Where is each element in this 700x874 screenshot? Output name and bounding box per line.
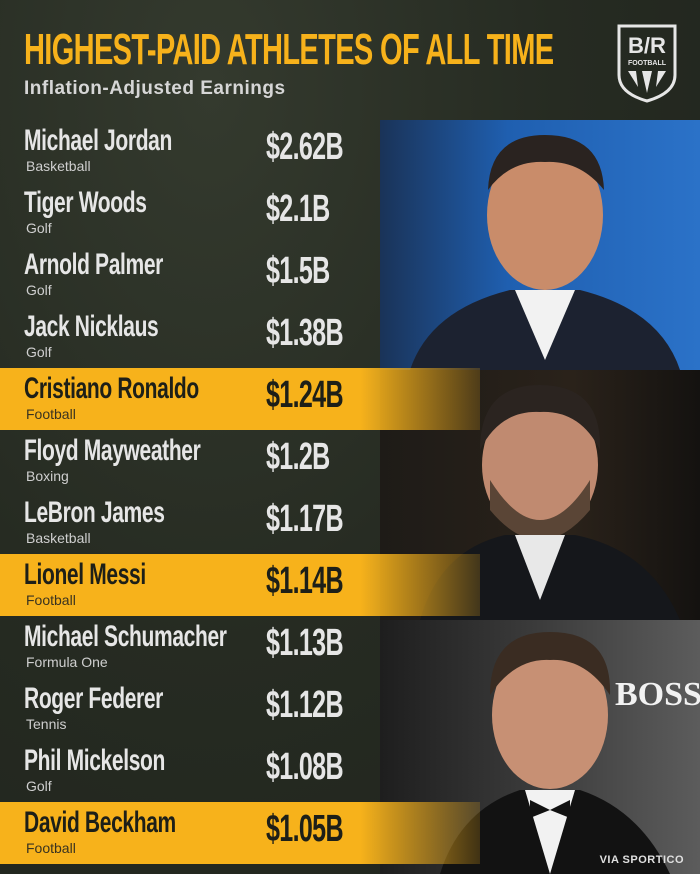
athlete-sport: Football [26, 406, 76, 422]
athlete-earnings: $1.14B [266, 560, 344, 602]
athlete-earnings: $1.2B [266, 436, 330, 478]
svg-text:B/R: B/R [628, 33, 666, 58]
photo-david-beckham: BOSS [380, 620, 700, 874]
athlete-row: Michael Jordan Basketball $2.62B [0, 120, 480, 182]
athlete-row: Phil Mickelson Golf $1.08B [0, 740, 480, 802]
athlete-name: LeBron James [24, 496, 165, 529]
athlete-name: David Beckham [24, 806, 176, 839]
athlete-name: Michael Jordan [24, 124, 172, 157]
athlete-sport: Golf [26, 778, 52, 794]
athlete-earnings: $1.17B [266, 498, 344, 540]
athlete-row-highlighted: Lionel Messi Football $1.14B [0, 554, 480, 616]
athlete-name: Floyd Mayweather [24, 434, 201, 467]
athlete-earnings: $2.1B [266, 188, 330, 230]
athlete-row: Roger Federer Tennis $1.12B [0, 678, 480, 740]
athlete-earnings: $1.24B [266, 374, 344, 416]
athlete-name: Lionel Messi [24, 558, 146, 591]
athlete-earnings: $2.62B [266, 126, 344, 168]
person-silhouette-icon [410, 135, 680, 370]
person-silhouette-icon [420, 385, 680, 620]
person-silhouette-icon: BOSS [440, 632, 700, 874]
svg-text:FOOTBALL: FOOTBALL [628, 60, 667, 67]
athlete-sport: Golf [26, 282, 52, 298]
athlete-row: Arnold Palmer Golf $1.5B [0, 244, 480, 306]
athlete-earnings: $1.5B [266, 250, 330, 292]
source-credit: VIA SPORTICO [599, 854, 684, 866]
athlete-sport: Football [26, 592, 76, 608]
athlete-sport: Basketball [26, 530, 91, 546]
athlete-row: Michael Schumacher Formula One $1.13B [0, 616, 480, 678]
photo-cristiano-ronaldo [380, 120, 700, 370]
athlete-row: Tiger Woods Golf $2.1B [0, 182, 480, 244]
athlete-sport: Football [26, 840, 76, 856]
athlete-row-highlighted: Cristiano Ronaldo Football $1.24B [0, 368, 480, 430]
athlete-name: Phil Mickelson [24, 744, 165, 777]
athlete-sport: Formula One [26, 654, 108, 670]
athlete-row: LeBron James Basketball $1.17B [0, 492, 480, 554]
br-football-logo-icon: B/R FOOTBALL [617, 24, 677, 103]
athlete-row-highlighted: David Beckham Football $1.05B [0, 802, 480, 864]
athlete-name: Arnold Palmer [24, 248, 163, 281]
athlete-earnings: $1.13B [266, 622, 344, 664]
athlete-sport: Golf [26, 220, 52, 236]
athlete-sport: Boxing [26, 468, 69, 484]
athlete-earnings: $1.08B [266, 746, 344, 788]
athlete-list: Michael Jordan Basketball $2.62B Tiger Woo… [0, 120, 480, 864]
boss-backdrop-icon: BOSS [615, 676, 700, 713]
athlete-name: Michael Schumacher [24, 620, 227, 653]
athlete-earnings: $1.38B [266, 312, 344, 354]
athlete-earnings: $1.12B [266, 684, 344, 726]
athlete-sport: Tennis [26, 716, 67, 732]
athlete-name: Jack Nicklaus [24, 310, 159, 343]
athlete-name: Tiger Woods [24, 186, 147, 219]
athlete-sport: Basketball [26, 158, 91, 174]
athlete-row: Jack Nicklaus Golf $1.38B [0, 306, 480, 368]
athlete-name: Roger Federer [24, 682, 164, 715]
athlete-sport: Golf [26, 344, 52, 360]
page-title: HIGHEST-PAID ATHLETES OF ALL TIME [24, 25, 554, 74]
page-subtitle: Inflation-Adjusted Earnings [24, 78, 286, 99]
athlete-earnings: $1.05B [266, 808, 344, 850]
athlete-name: Cristiano Ronaldo [24, 372, 199, 405]
athlete-row: Floyd Mayweather Boxing $1.2B [0, 430, 480, 492]
